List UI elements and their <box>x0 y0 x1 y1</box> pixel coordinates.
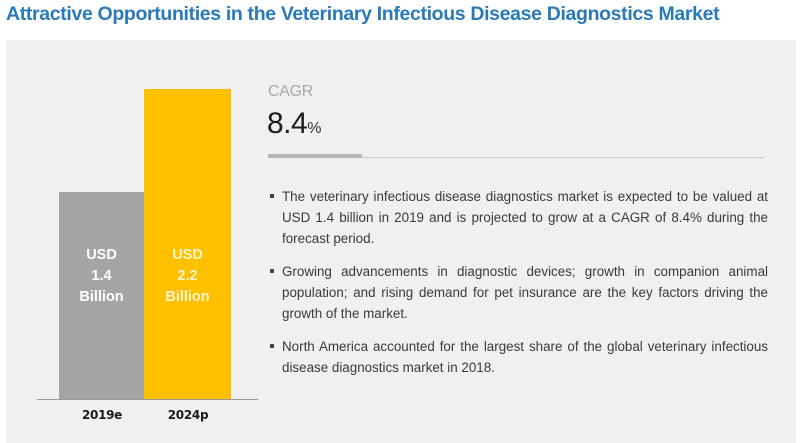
cagr-divider <box>268 157 765 158</box>
bar-2024-label: USD 2.2 Billion <box>144 245 231 308</box>
bar-2024-label-unit: Billion <box>165 289 210 305</box>
bullet-icon <box>270 194 274 198</box>
cagr-value: 8.4% <box>267 107 321 141</box>
key-point: North America accounted for the largest … <box>268 336 768 378</box>
bar-2019: USD 1.4 Billion <box>59 192 144 399</box>
key-point-text: Growing advancements in diagnostic devic… <box>282 264 768 321</box>
bar-2019-label-currency: USD <box>86 247 117 263</box>
bar-2019-label-value: 1.4 <box>91 268 112 284</box>
bar-2019-label: USD 1.4 Billion <box>59 245 144 308</box>
bar-2024: USD 2.2 Billion <box>144 89 231 399</box>
cagr-divider-accent <box>268 154 362 158</box>
bar-2024-label-currency: USD <box>172 247 203 263</box>
bullet-icon <box>270 344 274 348</box>
cagr-number: 8.4 <box>267 107 308 140</box>
x-axis-line <box>37 399 258 400</box>
bullet-icon <box>270 269 274 273</box>
key-point-text: North America accounted for the largest … <box>282 339 768 375</box>
x-tick-2019: 2019e <box>81 408 123 422</box>
bar-2019-label-unit: Billion <box>79 289 124 305</box>
key-point: The veterinary infectious disease diagno… <box>268 186 768 249</box>
cagr-unit: % <box>307 120 321 137</box>
bar-2024-label-value: 2.2 <box>177 268 198 284</box>
key-point-text: The veterinary infectious disease diagno… <box>282 189 768 246</box>
key-point: Growing advancements in diagnostic devic… <box>268 261 768 324</box>
key-points-list: The veterinary infectious disease diagno… <box>268 186 768 390</box>
x-tick-2024: 2024p <box>167 408 209 422</box>
cagr-label: CAGR <box>268 83 314 100</box>
page-title: Attractive Opportunities in the Veterina… <box>6 3 720 25</box>
